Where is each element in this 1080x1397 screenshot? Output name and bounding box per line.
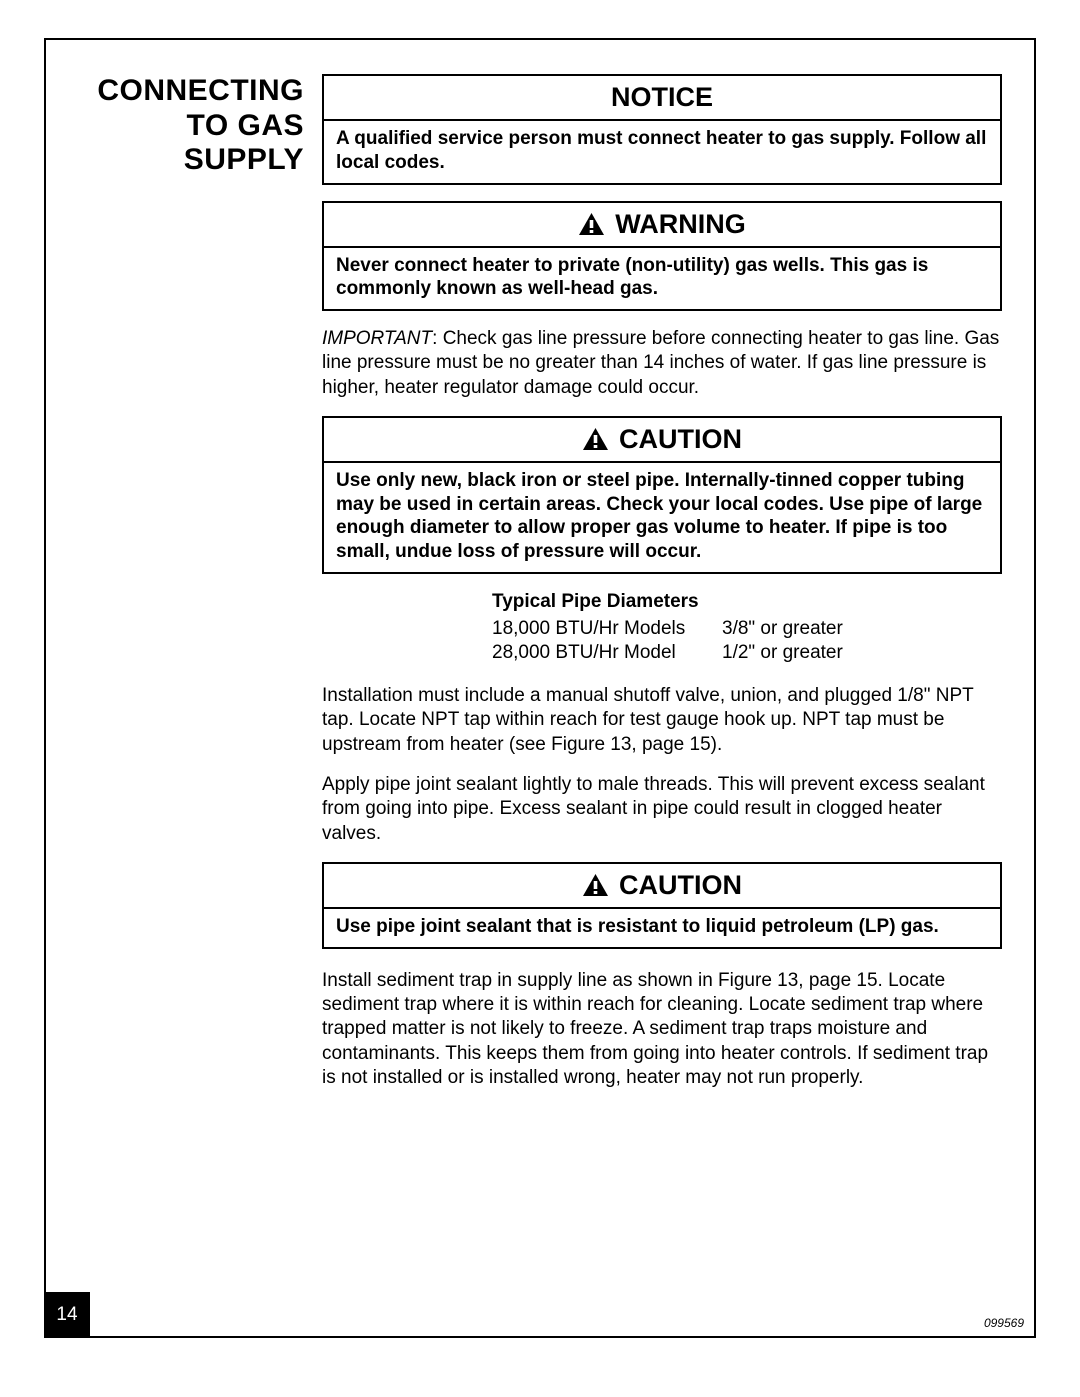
warning-triangle-icon <box>582 427 609 451</box>
notice-heading: NOTICE <box>324 76 1000 121</box>
notice-body: A qualified service person must connect … <box>324 121 1000 183</box>
install-paragraph: Installation must include a manual shuto… <box>322 684 1002 757</box>
warning-heading: WARNING <box>324 203 1000 248</box>
caution-box-sealant: CAUTION Use pipe joint sealant that is r… <box>322 862 1002 949</box>
sediment-paragraph: Install sediment trap in supply line as … <box>322 969 1002 1091</box>
caution-box-pipe: CAUTION Use only new, black iron or stee… <box>322 416 1002 574</box>
caution-body-1: Use only new, black iron or steel pipe. … <box>324 463 1000 572</box>
caution-body-2: Use pipe joint sealant that is resistant… <box>324 909 1000 947</box>
warning-box: WARNING Never connect heater to private … <box>322 201 1002 312</box>
important-paragraph: IMPORTANT: Check gas line pressure befor… <box>322 327 1002 400</box>
section-heading: CONNECTING TO GAS SUPPLY <box>74 74 304 178</box>
pipe-model-0: 18,000 BTU/Hr Models <box>492 617 722 642</box>
caution-heading-2: CAUTION <box>324 864 1000 909</box>
page-frame: CONNECTING TO GAS SUPPLY NOTICE A qualif… <box>44 38 1036 1338</box>
page-number: 14 <box>44 1292 90 1338</box>
table-row: 28,000 BTU/Hr Model 1/2" or greater <box>492 641 1002 666</box>
warning-triangle-icon <box>578 212 605 236</box>
table-row: 18,000 BTU/Hr Models 3/8" or greater <box>492 617 1002 642</box>
caution-heading-2-text: CAUTION <box>619 870 742 901</box>
pipe-size-0: 3/8" or greater <box>722 617 843 642</box>
pipe-diameters-block: Typical Pipe Diameters 18,000 BTU/Hr Mod… <box>322 590 1002 666</box>
left-column: CONNECTING TO GAS SUPPLY <box>74 74 304 1106</box>
warning-heading-text: WARNING <box>615 209 746 240</box>
right-column: NOTICE A qualified service person must c… <box>322 74 1006 1106</box>
important-label: IMPORTANT <box>322 328 432 349</box>
notice-box: NOTICE A qualified service person must c… <box>322 74 1002 185</box>
caution-heading-1: CAUTION <box>324 418 1000 463</box>
warning-triangle-icon <box>582 873 609 897</box>
warning-body: Never connect heater to private (non-uti… <box>324 248 1000 310</box>
pipe-size-1: 1/2" or greater <box>722 641 843 666</box>
sealant-paragraph: Apply pipe joint sealant lightly to male… <box>322 773 1002 846</box>
pipe-model-1: 28,000 BTU/Hr Model <box>492 641 722 666</box>
pipe-title: Typical Pipe Diameters <box>492 590 1002 615</box>
caution-heading-1-text: CAUTION <box>619 424 742 455</box>
two-column-layout: CONNECTING TO GAS SUPPLY NOTICE A qualif… <box>74 74 1006 1106</box>
document-code: 099569 <box>984 1316 1024 1330</box>
